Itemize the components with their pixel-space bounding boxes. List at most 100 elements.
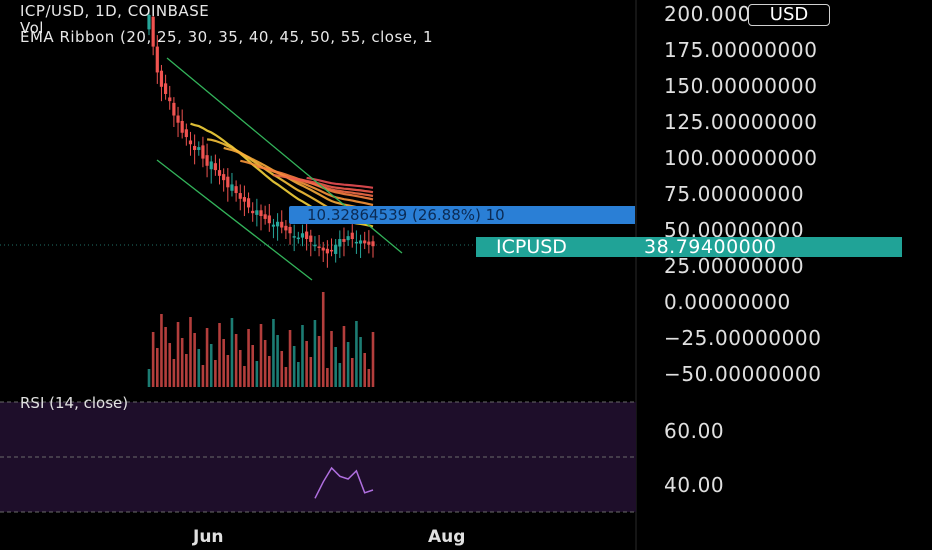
volume-bar: [226, 355, 230, 387]
price-tag-value: 38.79400000: [644, 236, 777, 258]
candle-body: [213, 163, 217, 171]
measure-label[interactable]: 10.32864539 (26.88%) 10: [289, 206, 635, 224]
candle-body: [184, 129, 188, 138]
candle-body: [180, 120, 184, 133]
candle-body: [338, 239, 342, 247]
volume-bar: [359, 337, 362, 387]
volume-bar: [214, 360, 217, 387]
volume-bar: [185, 354, 188, 387]
channel-lower: [156, 159, 313, 281]
candle-body: [317, 246, 321, 248]
volume-bar: [292, 346, 296, 387]
volume-bar: [301, 325, 304, 387]
volume-bar: [317, 336, 321, 387]
price-tick: 0.00000000: [664, 290, 791, 314]
rsi-tick: 40.00: [664, 473, 725, 497]
candle-body: [280, 221, 284, 228]
price-tick: 125.00000000: [664, 110, 818, 134]
rsi-tick: 60.00: [664, 419, 725, 443]
price-tick: −50.00000000: [664, 362, 822, 386]
candle-body: [305, 231, 309, 240]
price-tick: 25.00000000: [664, 254, 805, 278]
candle-body: [209, 161, 213, 170]
trend-channel: [156, 57, 403, 281]
volume-bar: [201, 365, 205, 387]
ema-line: [289, 176, 374, 194]
candle-body: [246, 198, 251, 208]
volume-bar: [193, 333, 196, 387]
ema-line: [223, 146, 374, 212]
volume-bar: [209, 344, 213, 387]
volume-bar: [305, 341, 308, 387]
volume-bar: [243, 366, 246, 387]
x-tick: Jun: [193, 527, 224, 547]
volume-bar: [247, 329, 250, 387]
candle-body: [217, 170, 222, 176]
last-price-tag: ICPUSD 38.79400000: [476, 237, 902, 257]
symbol-legend[interactable]: ICP/USD, 1D, COINBASE: [20, 2, 210, 20]
volume-bar: [263, 340, 267, 387]
volume-bar: [284, 367, 288, 387]
volume-bar: [172, 359, 176, 387]
candle-body: [342, 239, 346, 242]
price-tick: 100.00000000: [664, 146, 818, 170]
candle-body: [267, 215, 271, 224]
candle-body: [325, 248, 329, 254]
volume-bar: [321, 292, 325, 387]
candle-body: [309, 235, 313, 242]
ema-legend[interactable]: EMA Ribbon (20, 25, 30, 35, 40, 45, 50, …: [20, 28, 434, 46]
candle-body: [159, 70, 164, 87]
rsi-legend[interactable]: RSI (14, close): [20, 394, 129, 412]
candle-body: [242, 197, 247, 202]
candle-body: [201, 145, 205, 159]
rsi-pane: [0, 401, 636, 513]
candle-body: [296, 237, 300, 240]
price-tick: 175.00000000: [664, 38, 818, 62]
volume-bar: [176, 322, 180, 387]
price-tick: 150.00000000: [664, 74, 818, 98]
volume-bar: [189, 317, 192, 387]
volume-bar: [205, 328, 209, 387]
vol-legend[interactable]: Vol: [20, 19, 44, 37]
volume-bar: [363, 353, 367, 387]
candle-body: [193, 145, 197, 150]
candle-body: [205, 155, 209, 166]
volume-bar: [251, 345, 255, 387]
candle-body: [354, 241, 359, 244]
candle-body: [259, 210, 263, 217]
candle-body: [255, 210, 259, 215]
candle-body: [367, 241, 371, 245]
candle-body: [234, 186, 238, 194]
candle-body: [329, 249, 334, 252]
volume-bar: [222, 339, 225, 387]
candle-body: [172, 102, 176, 116]
candle-body: [358, 240, 363, 244]
volume-bar: [255, 361, 259, 387]
candle-body: [147, 15, 151, 30]
candle-body: [371, 241, 375, 247]
volume-bar: [297, 362, 300, 387]
candle-body: [151, 16, 155, 47]
candle-body: [263, 214, 267, 219]
volume-bar: [180, 338, 184, 387]
volume-bar: [371, 332, 375, 387]
volume-bar: [342, 326, 346, 387]
candle-body: [288, 226, 292, 234]
volume-bar: [238, 350, 242, 387]
volume-bar: [160, 314, 163, 387]
candle-body: [363, 240, 367, 244]
candle-body: [321, 247, 325, 251]
candle-body: [168, 97, 172, 102]
volume-bars: [147, 292, 375, 387]
candles: [147, 8, 375, 268]
volume-bar: [280, 351, 284, 387]
candle-body: [300, 233, 305, 238]
candle-body: [334, 244, 338, 254]
currency-button[interactable]: USD: [748, 4, 830, 26]
price-tick: 75.00000000: [664, 182, 805, 206]
candle-body: [222, 174, 226, 181]
candle-body: [346, 236, 350, 241]
volume-bar: [267, 356, 271, 387]
price-tag-symbol: ICPUSD: [496, 236, 567, 258]
